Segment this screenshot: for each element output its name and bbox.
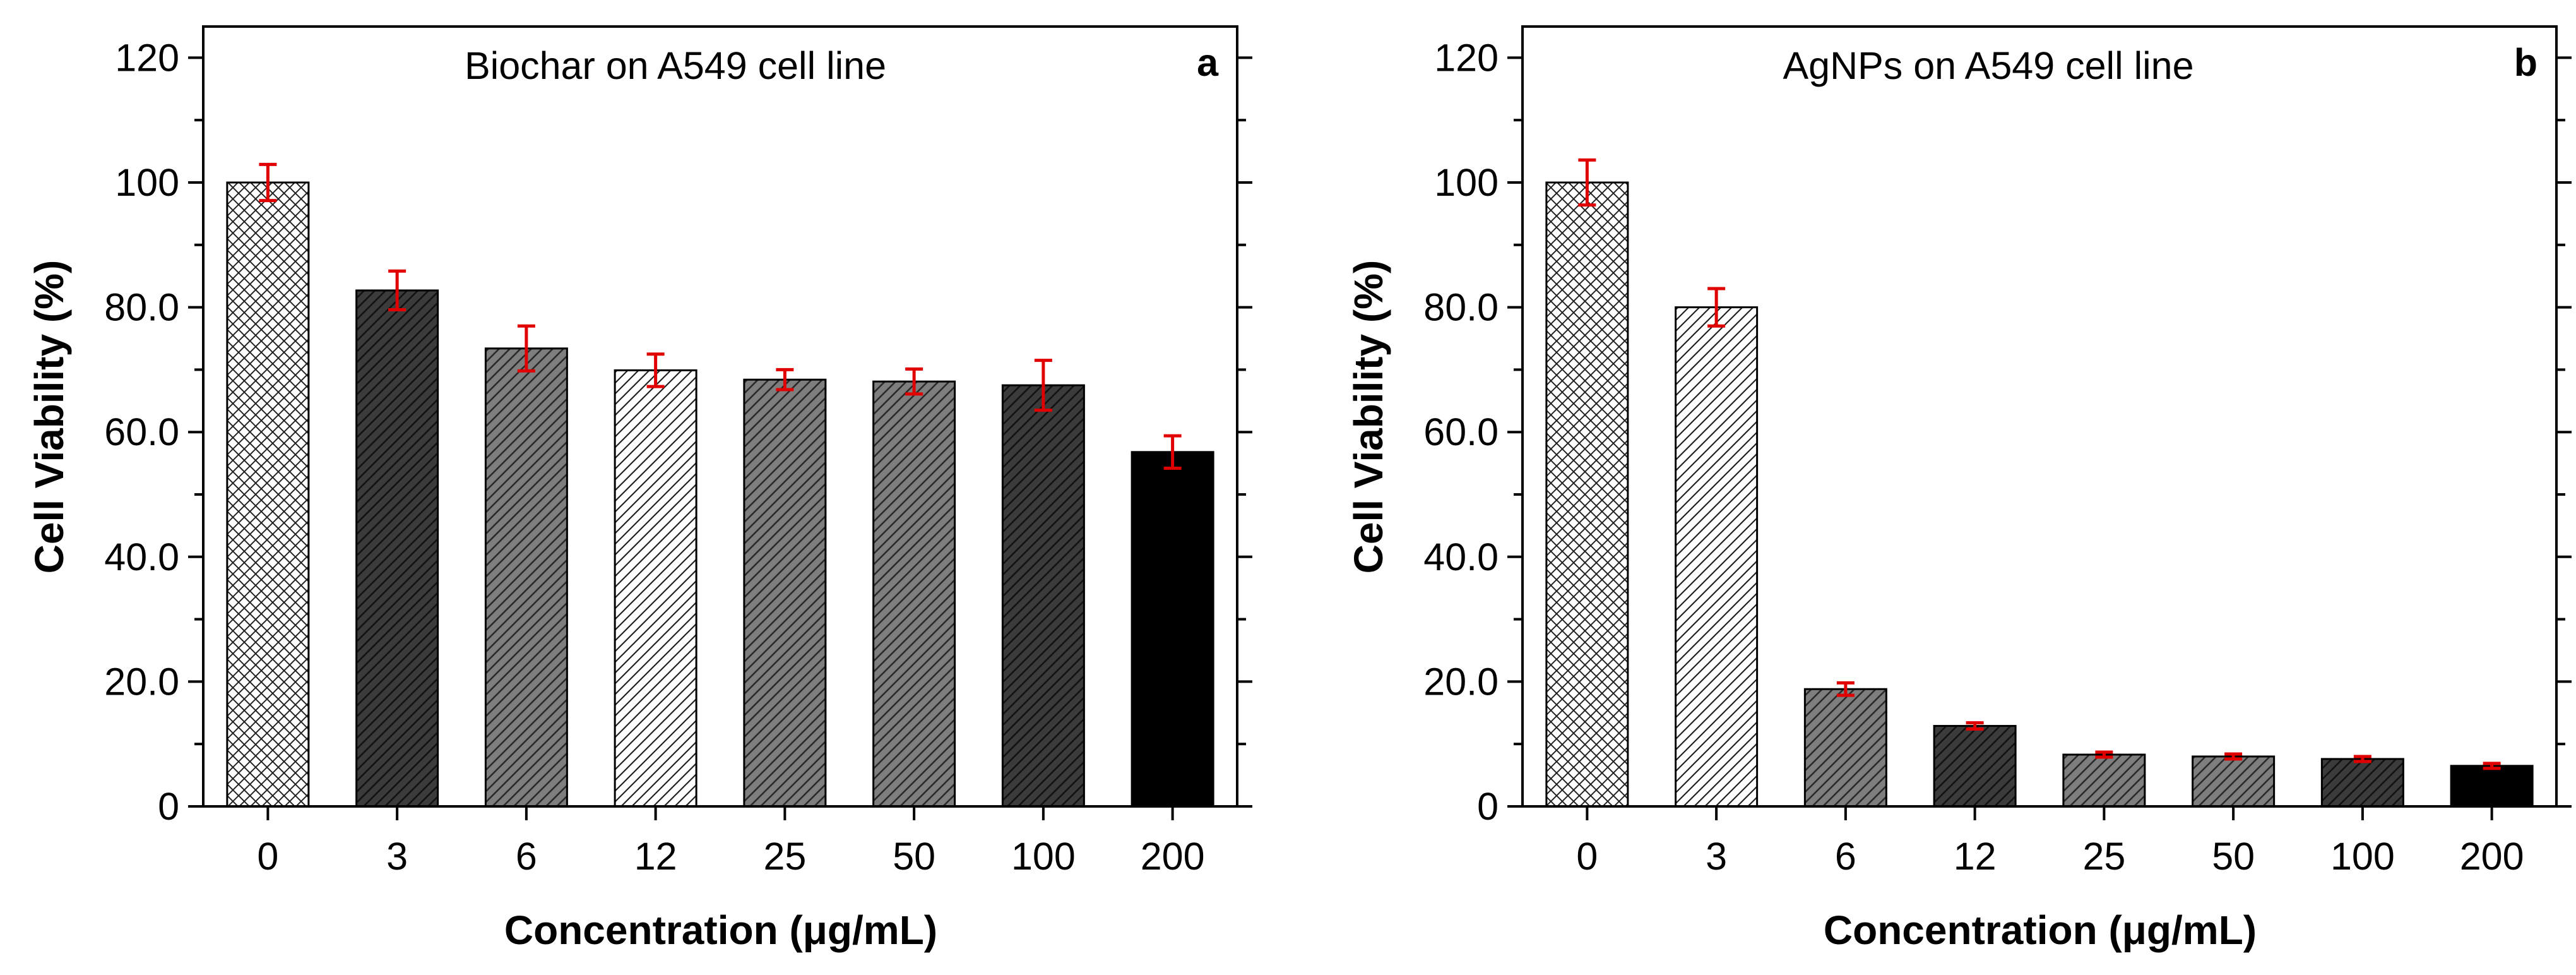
y-tick-label: 40.0 <box>1423 535 1499 578</box>
bar-6 <box>484 347 568 808</box>
plot-frame <box>202 25 1238 808</box>
y-tick-label: 120 <box>1434 36 1499 79</box>
y-tick-label: 120 <box>115 36 179 79</box>
bar-3 <box>1675 306 1759 808</box>
bar-25 <box>743 378 827 808</box>
bar-200 <box>2450 765 2534 808</box>
bar-25 <box>2062 753 2146 808</box>
plot-frame <box>1521 25 2558 808</box>
x-tick-label: 50 <box>893 835 935 878</box>
bar-0 <box>226 181 310 808</box>
y-tick-label: 100 <box>115 161 179 204</box>
y-tick-label: 80.0 <box>1423 286 1499 329</box>
bar-50 <box>872 380 956 808</box>
x-tick-label: 3 <box>386 835 408 878</box>
y-tick-label: 100 <box>1434 161 1499 204</box>
x-tick-label: 25 <box>2082 835 2125 878</box>
y-tick-label: 80.0 <box>104 286 179 329</box>
x-tick-label: 50 <box>2212 835 2255 878</box>
y-tick-label: 60.0 <box>1423 410 1499 453</box>
bar-100 <box>1001 384 1085 808</box>
y-tick-label: 20.0 <box>104 660 179 703</box>
x-tick-label: 6 <box>516 835 537 878</box>
x-tick-label: 100 <box>2330 835 2395 878</box>
panel-letter: b <box>2514 41 2537 84</box>
x-tick-label: 12 <box>634 835 677 878</box>
y-tick-label: 0 <box>1477 785 1499 828</box>
bar-6 <box>1803 688 1887 808</box>
bar-200 <box>1131 451 1214 808</box>
x-tick-label: 25 <box>763 835 806 878</box>
x-tick-label: 6 <box>1835 835 1856 878</box>
x-tick-label: 0 <box>257 835 278 878</box>
x-tick-label: 12 <box>1954 835 1997 878</box>
panel-letter: a <box>1197 41 1219 84</box>
y-axis-title: Cell Viability (%) <box>1346 260 1391 574</box>
chart-panel-a: Biochar on A549 cell line a Cell Viabili… <box>27 25 1252 953</box>
y-tick-label: 0 <box>158 785 179 828</box>
x-axis-title: Concentration (μg/mL) <box>504 907 937 953</box>
chart-title: Biochar on A549 cell line <box>465 44 886 87</box>
y-tick-label: 40.0 <box>104 535 179 578</box>
x-tick-label: 0 <box>1576 835 1598 878</box>
bar-3 <box>355 289 439 808</box>
chart-title: AgNPs on A549 cell line <box>1783 44 2193 87</box>
y-axis-title: Cell Viability (%) <box>27 260 72 574</box>
x-tick-label: 200 <box>2460 835 2524 878</box>
bar-0 <box>1545 181 1629 808</box>
bar-50 <box>2192 755 2276 808</box>
y-tick-label: 60.0 <box>104 410 179 453</box>
x-tick-label: 200 <box>1141 835 1205 878</box>
x-tick-label: 100 <box>1011 835 1076 878</box>
bar-12 <box>614 369 697 808</box>
bar-12 <box>1933 725 2017 808</box>
bar-100 <box>2320 758 2404 808</box>
x-axis-title: Concentration (μg/mL) <box>1824 907 2257 953</box>
y-tick-label: 20.0 <box>1423 660 1499 703</box>
chart-panel-b: AgNPs on A549 cell line b Cell Viability… <box>1346 25 2572 953</box>
x-tick-label: 3 <box>1706 835 1727 878</box>
